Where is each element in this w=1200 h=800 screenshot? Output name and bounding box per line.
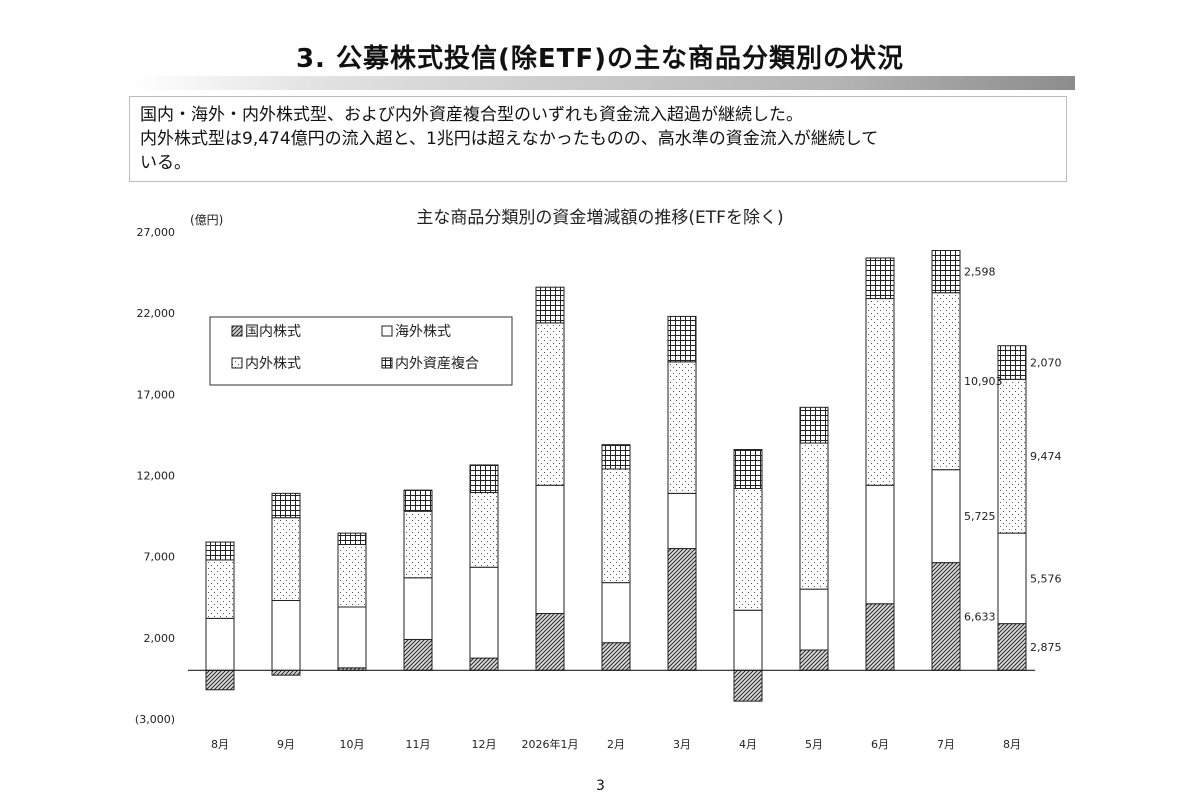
x-tick-label: 8月: [1003, 738, 1021, 751]
bar-segment-multi-asset: [931, 250, 961, 294]
bar-segment-global-equity: [733, 487, 763, 611]
bar-segment-multi-asset: [205, 541, 235, 561]
legend-swatch-global-equity: [231, 357, 243, 369]
bar-segment-overseas-equity: [865, 484, 895, 605]
bar-segment-multi-asset: [865, 257, 895, 300]
legend-label-multi-asset: 内外資産複合: [395, 355, 479, 372]
data-label: 6,633: [964, 610, 996, 623]
bar-segment-domestic-equity: [667, 548, 697, 671]
bar-segment-multi-asset: [667, 315, 697, 363]
bar-segment-domestic-equity: [601, 642, 631, 671]
bar-segment-overseas-equity: [337, 606, 367, 669]
x-tick-label: 12月: [472, 738, 497, 751]
bar-segment-overseas-equity: [403, 577, 433, 640]
bar-segment-global-equity: [997, 378, 1027, 534]
bar-segment-domestic-equity: [733, 669, 763, 702]
data-label: 5,576: [1030, 572, 1062, 585]
page-number: 3: [596, 778, 605, 794]
bar-segment-overseas-equity: [469, 566, 499, 659]
bar-segment-global-equity: [535, 322, 565, 486]
x-tick-label: 2月: [607, 738, 625, 751]
chart-title: 主な商品分類別の資金増減額の推移(ETFを除く): [416, 208, 783, 228]
bar-segment-domestic-equity: [799, 649, 829, 671]
bar-segment-overseas-equity: [601, 582, 631, 644]
y-tick-label: 7,000: [144, 551, 176, 564]
bar-segment-overseas-equity: [271, 599, 301, 671]
bar-segment-overseas-equity: [535, 484, 565, 614]
x-tick-label: 5月: [805, 738, 823, 751]
bar-segment-overseas-equity: [667, 492, 697, 550]
y-tick-label: (3,000): [135, 713, 175, 726]
x-tick-label: 8月: [211, 738, 229, 751]
bar-segment-global-equity: [271, 517, 301, 601]
y-tick-label: 17,000: [137, 388, 176, 401]
bar-segment-global-equity: [403, 510, 433, 579]
bar-segment-global-equity: [799, 442, 829, 590]
x-tick-label: 10月: [340, 738, 365, 751]
bar-segment-domestic-equity: [205, 669, 235, 691]
data-label: 2,070: [1030, 357, 1062, 370]
legend-swatch-domestic-equity: [231, 325, 243, 337]
x-tick-label: 4月: [739, 738, 757, 751]
bar-segment-global-equity: [931, 292, 961, 471]
summary-box: 国内・海外・内外株式型、および内外資産複合型のいずれも資金流入超過が継続した。 …: [129, 96, 1067, 182]
bar-segment-global-equity: [667, 361, 697, 494]
summary-line-2: 内外株式型は9,474億円の流入超と、1兆円は超えなかったものの、高水準の資金流…: [140, 129, 879, 149]
data-label: 2,598: [964, 266, 996, 279]
bar-segment-multi-asset: [799, 406, 829, 444]
summary-line-1: 国内・海外・内外株式型、および内外資産複合型のいずれも資金流入超過が継続した。: [140, 105, 803, 125]
title-underline-bar: [130, 76, 1075, 90]
bar-segment-multi-asset: [337, 532, 367, 545]
data-label: 10,903: [964, 375, 1003, 388]
bar-segment-domestic-equity: [865, 603, 895, 671]
y-axis-unit-label: (億円): [190, 213, 223, 227]
bar-segment-multi-asset: [733, 449, 763, 489]
bar-segment-multi-asset: [535, 286, 565, 324]
bar-segment-global-equity: [337, 543, 367, 608]
x-tick-label: 11月: [406, 738, 431, 751]
data-label: 9,474: [1030, 450, 1062, 463]
legend-swatch-overseas-equity: [381, 325, 393, 337]
page-title: 3. 公募株式投信(除ETF)の主な商品分類別の状況: [295, 44, 905, 74]
bar-segment-domestic-equity: [997, 623, 1027, 671]
legend-label-domestic-equity: 国内株式: [245, 324, 301, 340]
bar-segment-domestic-equity: [403, 638, 433, 671]
bar-segment-domestic-equity: [469, 657, 499, 671]
bar-segment-overseas-equity: [997, 532, 1027, 625]
bar-segment-overseas-equity: [931, 469, 961, 564]
x-tick-label: 7月: [937, 738, 955, 751]
bar-segment-domestic-equity: [931, 562, 961, 671]
bar-segment-multi-asset: [469, 464, 499, 494]
bar-segment-global-equity: [205, 559, 235, 619]
bar-segment-domestic-equity: [271, 669, 301, 676]
bar-segment-global-equity: [601, 468, 631, 584]
legend-label-overseas-equity: 海外株式: [395, 324, 451, 340]
bar-segment-overseas-equity: [205, 617, 235, 671]
bar-segment-overseas-equity: [799, 588, 829, 651]
data-label: 5,725: [964, 510, 996, 523]
bar-segment-multi-asset: [601, 444, 631, 470]
legend-swatch-multi-asset: [381, 357, 393, 369]
y-tick-label: 27,000: [137, 226, 176, 239]
y-tick-label: 22,000: [137, 307, 176, 320]
bar-segment-multi-asset: [997, 345, 1027, 380]
bar-segment-overseas-equity: [733, 609, 763, 671]
bar-segment-global-equity: [865, 298, 895, 486]
x-tick-label: 6月: [871, 738, 889, 751]
legend-label-global-equity: 内外株式: [245, 356, 301, 372]
bar-segment-multi-asset: [271, 492, 301, 519]
x-tick-label: 9月: [277, 738, 295, 751]
x-tick-label: 3月: [673, 738, 691, 751]
y-tick-label: 12,000: [137, 470, 176, 483]
bar-segment-multi-asset: [403, 489, 433, 512]
bar-segment-global-equity: [469, 492, 499, 568]
x-tick-label: 2026年1月: [522, 737, 579, 751]
legend-box: [209, 316, 513, 386]
bar-segment-domestic-equity: [535, 612, 565, 671]
data-label: 2,875: [1030, 641, 1062, 654]
y-tick-label: 2,000: [144, 632, 176, 645]
summary-line-3: いる。: [140, 153, 191, 173]
